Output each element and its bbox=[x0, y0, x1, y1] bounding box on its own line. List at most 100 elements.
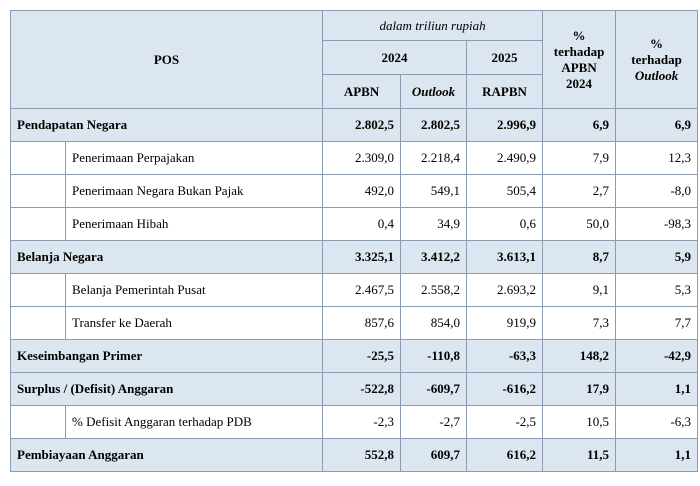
value-cell: 50,0 bbox=[542, 207, 617, 241]
row-label: Keseimbangan Primer bbox=[9, 339, 324, 373]
row-label: Surplus / (Defisit) Anggaran bbox=[9, 372, 324, 406]
value-cell: -25,5 bbox=[322, 339, 402, 373]
table-row: Transfer ke Daerah 857,6 854,0 919,9 7,3 7,7 bbox=[10, 306, 699, 340]
value-cell: -63,3 bbox=[466, 339, 544, 373]
indent-cell bbox=[10, 207, 66, 241]
value-cell: 919,9 bbox=[466, 306, 544, 340]
year-header: 2025 bbox=[466, 40, 544, 75]
value-cell: 505,4 bbox=[466, 174, 544, 208]
value-cell: -609,7 bbox=[400, 372, 468, 406]
value-cell: 2.802,5 bbox=[400, 108, 468, 142]
value-cell: 5,3 bbox=[615, 273, 699, 307]
value-cell: 7,9 bbox=[542, 141, 617, 175]
value-cell: 2,7 bbox=[542, 174, 617, 208]
value-cell: 2.996,9 bbox=[466, 108, 544, 142]
row-label: Belanja Negara bbox=[9, 240, 324, 274]
year-header: 2024 bbox=[322, 40, 468, 75]
value-cell: 6,9 bbox=[615, 108, 699, 142]
table-row: Keseimbangan Primer -25,5 -110,8 -63,3 148,2… bbox=[9, 339, 699, 373]
header-line: terhadap bbox=[553, 43, 605, 59]
value-cell: 857,6 bbox=[322, 306, 402, 340]
header-line: Outlook bbox=[634, 67, 679, 83]
column-header-text: Outlook bbox=[411, 83, 456, 99]
table-row: Penerimaan Negara Bukan Pajak 492,0 549,1 5… bbox=[10, 174, 699, 208]
value-cell: 148,2 bbox=[542, 339, 617, 373]
value-cell: 2.218,4 bbox=[400, 141, 468, 175]
value-cell: -2,5 bbox=[466, 405, 544, 439]
table-body: Pendapatan Negara 2.802,5 2.802,5 2.996,9 6,… bbox=[9, 108, 699, 472]
unit-header: dalam triliun rupiah bbox=[322, 10, 544, 41]
row-label: Penerimaan Negara Bukan Pajak bbox=[64, 174, 324, 208]
value-cell: -42,9 bbox=[615, 339, 699, 373]
value-cell: 492,0 bbox=[322, 174, 402, 208]
value-cell: -616,2 bbox=[466, 372, 544, 406]
value-cell: 616,2 bbox=[466, 438, 544, 472]
value-cell: -522,8 bbox=[322, 372, 402, 406]
column-header: APBN bbox=[322, 74, 402, 109]
pos-header: POS bbox=[9, 10, 324, 109]
indent-cell bbox=[10, 273, 66, 307]
value-cell: 2.467,5 bbox=[322, 273, 402, 307]
row-label: Belanja Pemerintah Pusat bbox=[64, 273, 324, 307]
pct-outlook-header: % terhadap Outlook bbox=[615, 10, 699, 109]
value-cell: 5,9 bbox=[615, 240, 699, 274]
row-label: Pendapatan Negara bbox=[9, 108, 324, 142]
column-header: RAPBN bbox=[466, 74, 544, 109]
value-cell: 0,6 bbox=[466, 207, 544, 241]
value-cell: 7,3 bbox=[542, 306, 617, 340]
value-cell: -8,0 bbox=[615, 174, 699, 208]
value-cell: -98,3 bbox=[615, 207, 699, 241]
row-label: % Defisit Anggaran terhadap PDB bbox=[64, 405, 324, 439]
table-row: Pembiayaan Anggaran 552,8 609,7 616,2 11,5 1,… bbox=[9, 438, 699, 472]
table-row: Pendapatan Negara 2.802,5 2.802,5 2.996,9 6,… bbox=[9, 108, 699, 142]
value-cell: -110,8 bbox=[400, 339, 468, 373]
value-cell: 17,9 bbox=[542, 372, 617, 406]
table-row: Belanja Pemerintah Pusat 2.467,5 2.558,2 2.… bbox=[10, 273, 699, 307]
pct-apbn-header: % terhadap APBN 2024 bbox=[542, 10, 617, 109]
row-label: Transfer ke Daerah bbox=[64, 306, 324, 340]
header-line: % bbox=[650, 35, 664, 51]
value-cell: 3.613,1 bbox=[466, 240, 544, 274]
row-label: Penerimaan Perpajakan bbox=[64, 141, 324, 175]
value-cell: 10,5 bbox=[542, 405, 617, 439]
value-cell: 1,1 bbox=[615, 438, 699, 472]
value-cell: 6,9 bbox=[542, 108, 617, 142]
value-cell: 2.693,2 bbox=[466, 273, 544, 307]
value-cell: 854,0 bbox=[400, 306, 468, 340]
table-row: Surplus / (Defisit) Anggaran -522,8 -609,7… bbox=[9, 372, 699, 406]
value-cell: 609,7 bbox=[400, 438, 468, 472]
indent-cell bbox=[10, 306, 66, 340]
table-row: Penerimaan Perpajakan 2.309,0 2.218,4 2.490… bbox=[10, 141, 699, 175]
table-header: POS dalam triliun rupiah % terhadap APBN 20… bbox=[9, 10, 699, 109]
value-cell: 11,5 bbox=[542, 438, 617, 472]
table-row: Penerimaan Hibah 0,4 34,9 0,6 50,0 -98,3 bbox=[10, 207, 699, 241]
value-cell: -6,3 bbox=[615, 405, 699, 439]
value-cell: -2,3 bbox=[322, 405, 402, 439]
budget-table: POS dalam triliun rupiah % terhadap APBN 20… bbox=[9, 10, 699, 472]
value-cell: 7,7 bbox=[615, 306, 699, 340]
header-line: 2024 bbox=[566, 75, 593, 91]
value-cell: 12,3 bbox=[615, 141, 699, 175]
table-row: % Defisit Anggaran terhadap PDB -2,3 -2,7-… bbox=[10, 405, 699, 439]
value-cell: 549,1 bbox=[400, 174, 468, 208]
value-cell: 3.325,1 bbox=[322, 240, 402, 274]
table-row: Belanja Negara 3.325,1 3.412,2 3.613,1 8,7 5,… bbox=[9, 240, 699, 274]
value-cell: 2.558,2 bbox=[400, 273, 468, 307]
column-header: Outlook bbox=[400, 74, 468, 109]
row-label: Pembiayaan Anggaran bbox=[9, 438, 324, 472]
row-label: Penerimaan Hibah bbox=[64, 207, 324, 241]
indent-cell bbox=[10, 174, 66, 208]
value-cell: 2.802,5 bbox=[322, 108, 402, 142]
value-cell: 3.412,2 bbox=[400, 240, 468, 274]
value-cell: 9,1 bbox=[542, 273, 617, 307]
indent-cell bbox=[10, 141, 66, 175]
value-cell: 552,8 bbox=[322, 438, 402, 472]
value-cell: 2.309,0 bbox=[322, 141, 402, 175]
value-cell: 2.490,9 bbox=[466, 141, 544, 175]
header-line: APBN bbox=[561, 59, 597, 75]
indent-cell bbox=[10, 405, 66, 439]
value-cell: 8,7 bbox=[542, 240, 617, 274]
header-line: terhadap bbox=[631, 51, 682, 67]
value-cell: 0,4 bbox=[322, 207, 402, 241]
value-cell: 1,1 bbox=[615, 372, 699, 406]
